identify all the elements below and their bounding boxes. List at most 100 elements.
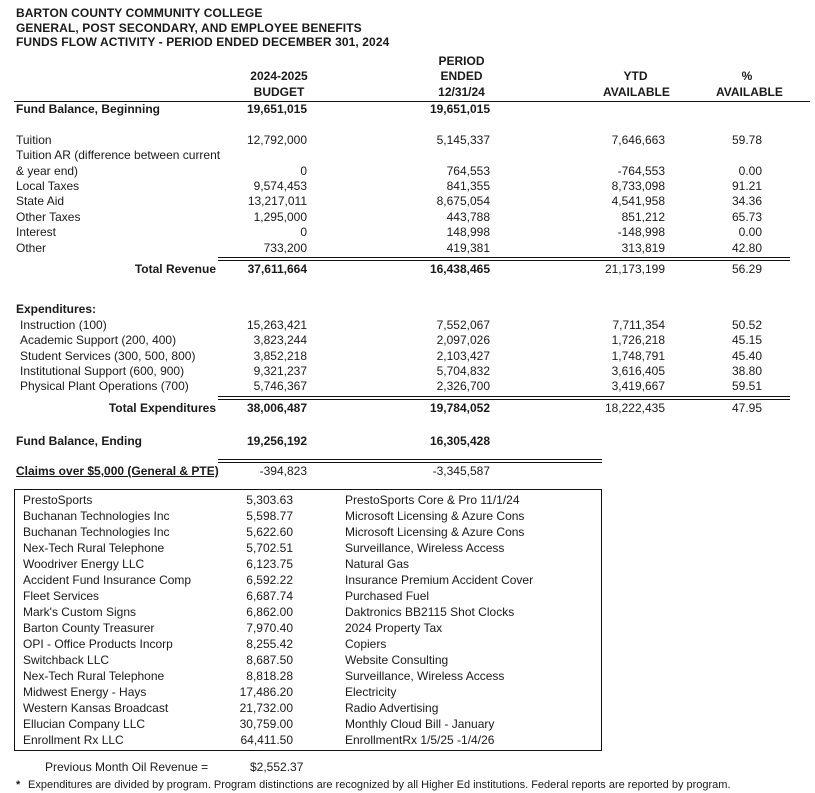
table-row: Tuition 12,792,000 5,145,337 7,646,663 5… <box>0 133 815 148</box>
header-rule <box>14 101 810 102</box>
claim-amount: 30,759.00 <box>239 717 293 732</box>
period-value: 7,552,067 <box>436 317 490 332</box>
report-period: FUNDS FLOW ACTIVITY - PERIOD ENDED DECEM… <box>16 35 390 49</box>
pct-value: 47.95 <box>731 400 762 415</box>
budget-value: 19,651,015 <box>246 102 307 116</box>
col-header-pct-1: % <box>741 69 753 83</box>
claim-amount: 8,687.50 <box>246 653 293 668</box>
oil-revenue-row: Previous Month Oil Revenue = $2,552.37 <box>0 760 815 775</box>
row-label: Instruction (100) <box>20 317 107 332</box>
pct-value: 65.73 <box>731 209 762 224</box>
row-label: Physical Plant Operations (700) <box>20 379 189 394</box>
period-value: 2,326,700 <box>436 379 490 394</box>
ytd-value: -764,553 <box>617 163 665 178</box>
budget-value: 733,200 <box>263 240 307 255</box>
claim-description: Monthly Cloud Bill - January <box>345 717 495 732</box>
budget-value: 0 <box>300 225 307 240</box>
vendor-name: Barton County Treasurer <box>23 621 155 636</box>
col-header-pct-2: AVAILABLE <box>716 84 783 99</box>
claim-description: Website Consulting <box>345 653 449 668</box>
claim-description: Insurance Premium Accident Cover <box>345 573 534 588</box>
pct-value: 45.15 <box>731 333 762 348</box>
claims-row: Western Kansas Broadcast 21,732.00 Radio… <box>15 700 601 716</box>
claims-row: OPI - Office Products Incorp 8,255.42 Co… <box>15 636 601 652</box>
period-value: 8,675,054 <box>436 194 490 209</box>
period-value: 2,097,026 <box>436 333 490 348</box>
budget-value: 9,574,453 <box>253 179 307 194</box>
pct-value: 59.78 <box>731 132 762 147</box>
table-row: Instruction (100) 15,263,421 7,552,067 7… <box>0 318 815 333</box>
claim-amount: 5,622.60 <box>246 525 293 540</box>
table-row: Other Taxes 1,295,000 443,788 851,212 65… <box>0 210 815 225</box>
revenue-rows: Tuition 12,792,000 5,145,337 7,646,663 5… <box>0 133 815 256</box>
pct-value: 42.80 <box>731 240 762 255</box>
ytd-value: 21,173,199 <box>604 262 665 277</box>
ytd-value: 7,646,663 <box>611 132 665 147</box>
budget-value <box>218 148 310 163</box>
period-value: 443,788 <box>446 209 490 224</box>
claims-row: Midwest Energy - Hays 17,486.20 Electric… <box>15 684 601 700</box>
vendor-name: PrestoSports <box>23 493 93 508</box>
budget-value: 37,611,664 <box>247 262 307 277</box>
period-value: 5,145,337 <box>436 132 490 147</box>
claim-amount: 17,486.20 <box>239 685 293 700</box>
claim-description: Copiers <box>345 637 387 652</box>
vendor-name: Enrollment Rx LLC <box>23 733 124 748</box>
pct-value <box>668 148 778 163</box>
period-value: 5,704,832 <box>436 364 490 379</box>
ytd-value: 851,212 <box>621 209 665 224</box>
claim-description: Microsoft Licensing & Azure Cons <box>345 509 525 524</box>
col-header-ytd-2: AVAILABLE <box>603 84 670 99</box>
budget-value: 13,217,011 <box>247 194 307 209</box>
total-expenditures-rule <box>218 395 790 400</box>
claims-row: Nex-Tech Rural Telephone 8,818.28 Survei… <box>15 668 601 684</box>
oil-revenue-label: Previous Month Oil Revenue = <box>45 760 209 775</box>
ytd-value: 1,748,791 <box>611 348 665 363</box>
period-value: 2,103,427 <box>436 348 490 363</box>
budget-value: 12,792,000 <box>246 132 307 147</box>
claims-row: Mark's Custom Signs 6,862.00 Daktronics … <box>15 604 601 620</box>
table-row: Institutional Support (600, 900) 9,321,2… <box>0 364 815 379</box>
claim-description: EnrollmentRx 1/5/25 -1/4/26 <box>345 733 495 748</box>
budget-value: 15,263,421 <box>246 317 307 332</box>
claim-description: Purchased Fuel <box>345 589 430 604</box>
column-header-row-2: 2024-2025 ENDED YTD % <box>0 69 815 85</box>
budget-value: 3,852,218 <box>253 348 307 363</box>
total-revenue-row: Total Revenue 37,611,664 16,438,465 21,1… <box>0 262 815 277</box>
claims-row: Woodriver Energy LLC 6,123.75 Natural Ga… <box>15 556 601 572</box>
funds-flow-table: PERIOD 2024-2025 ENDED YTD % BUDGET 12/3… <box>0 54 815 480</box>
col-header-ytd-1: YTD <box>623 69 648 83</box>
claims-row: Ellucian Company LLC 30,759.00 Monthly C… <box>15 716 601 732</box>
period-value: 148,998 <box>446 225 490 240</box>
table-row: State Aid 13,217,011 8,675,054 4,541,958… <box>0 194 815 209</box>
claim-amount: 8,255.42 <box>246 637 293 652</box>
table-row: Academic Support (200, 400) 3,823,244 2,… <box>0 333 815 348</box>
claim-amount: 6,123.75 <box>246 557 293 572</box>
table-row: Interest 0 148,998 -148,998 0.00 <box>0 225 815 240</box>
claims-row: PrestoSports 5,303.63 PrestoSports Core … <box>15 492 601 508</box>
column-header-row-3: BUDGET 12/31/24 AVAILABLE AVAILABLE <box>0 85 815 101</box>
claim-amount: 6,862.00 <box>246 605 293 620</box>
row-label: Student Services (300, 500, 800) <box>20 348 196 363</box>
budget-value: -394,823 <box>259 463 307 478</box>
row-label: Claims over $5,000 (General & PTE) <box>16 463 219 478</box>
row-label: Other Taxes <box>16 209 81 224</box>
pct-value: 0.00 <box>738 163 762 178</box>
pct-value: 0.00 <box>738 225 762 240</box>
claim-amount: 6,687.74 <box>246 589 293 604</box>
vendor-name: Accident Fund Insurance Comp <box>23 573 192 588</box>
ytd-value: 7,711,354 <box>612 317 666 332</box>
total-revenue-rule <box>218 257 790 262</box>
claim-amount: 6,592.22 <box>246 573 293 588</box>
col-header-period-3: 12/31/24 <box>438 84 485 99</box>
ytd-value: 18,222,435 <box>604 400 665 415</box>
row-label: Academic Support (200, 400) <box>20 333 177 348</box>
total-expenditures-row: Total Expenditures 38,006,487 19,784,052… <box>0 401 815 416</box>
vendor-name: Nex-Tech Rural Telephone <box>23 669 165 684</box>
col-header-budget-2: BUDGET <box>253 84 305 99</box>
claims-row: Accident Fund Insurance Comp 6,592.22 In… <box>15 572 601 588</box>
expenditure-rows: Instruction (100) 15,263,421 7,552,067 7… <box>0 318 815 395</box>
ytd-value: 1,726,218 <box>611 333 665 348</box>
col-header-period-1: PERIOD <box>438 53 485 68</box>
budget-value: 5,746,367 <box>253 379 307 394</box>
